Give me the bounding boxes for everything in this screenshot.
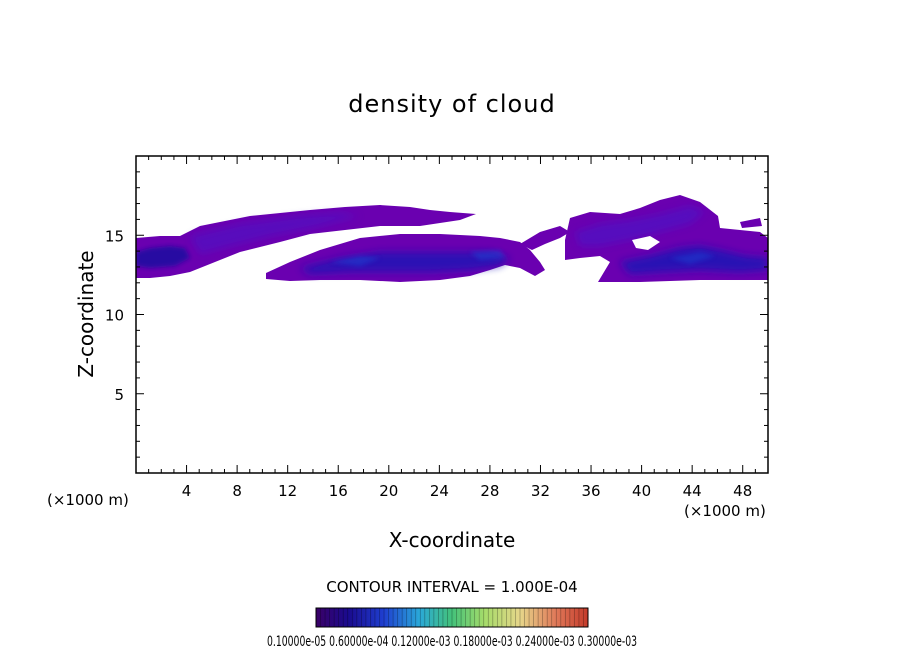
x-tick-labels: 4 8 12 16 20 24 28 32 36 40 44 48 xyxy=(182,482,752,500)
colorbar-stripes xyxy=(320,608,584,627)
cloud-band-upper-left-inner xyxy=(190,213,360,254)
cloud-gap xyxy=(632,236,660,250)
x-tick-label: 48 xyxy=(733,482,752,500)
x-tick-label: 20 xyxy=(379,482,398,500)
chart-title: density of cloud xyxy=(348,90,555,118)
colorbar-fill xyxy=(316,608,588,627)
x-unit-right: (×1000 m) xyxy=(684,502,766,520)
cloud-band-upper-left-core xyxy=(136,246,190,268)
cloud-band-middle-hot xyxy=(330,250,505,266)
y-tick-labels: 5 10 15 xyxy=(105,227,124,404)
y-tick-label: 10 xyxy=(105,307,124,325)
x-tick-label: 32 xyxy=(531,482,550,500)
x-tick-label: 36 xyxy=(581,482,600,500)
cloud-bridge xyxy=(520,226,570,250)
x-tick-label: 12 xyxy=(278,482,297,500)
cloud-band-right-hot xyxy=(670,252,715,264)
cloud-band-right-ridge xyxy=(740,218,762,228)
x-tick-label: 28 xyxy=(480,482,499,500)
x-unit-left: (×1000 m) xyxy=(47,491,129,509)
y-axis-label: Z-coordinate xyxy=(74,250,98,377)
cloud-band-right-inner xyxy=(575,206,705,246)
colorbar-labels: 0.10000e-05 0.60000e-04 0.12000e-03 0.18… xyxy=(267,634,637,650)
y-tick-label: 5 xyxy=(114,386,124,404)
y-tick-label: 15 xyxy=(105,227,124,245)
colorbar xyxy=(315,607,589,628)
axis-ticks xyxy=(136,156,768,473)
contour-interval: CONTOUR INTERVAL = 1.000E-04 xyxy=(326,578,577,596)
cloud-density-field xyxy=(136,195,768,282)
colorbar-frame xyxy=(315,607,589,628)
x-axis-label: X-coordinate xyxy=(389,528,516,552)
x-tick-label: 16 xyxy=(329,482,348,500)
x-tick-label: 4 xyxy=(182,482,192,500)
x-tick-label: 44 xyxy=(683,482,702,500)
x-tick-label: 40 xyxy=(632,482,651,500)
x-tick-label: 8 xyxy=(232,482,242,500)
cloud-band-upper-left xyxy=(136,205,476,278)
x-tick-label: 24 xyxy=(430,482,449,500)
